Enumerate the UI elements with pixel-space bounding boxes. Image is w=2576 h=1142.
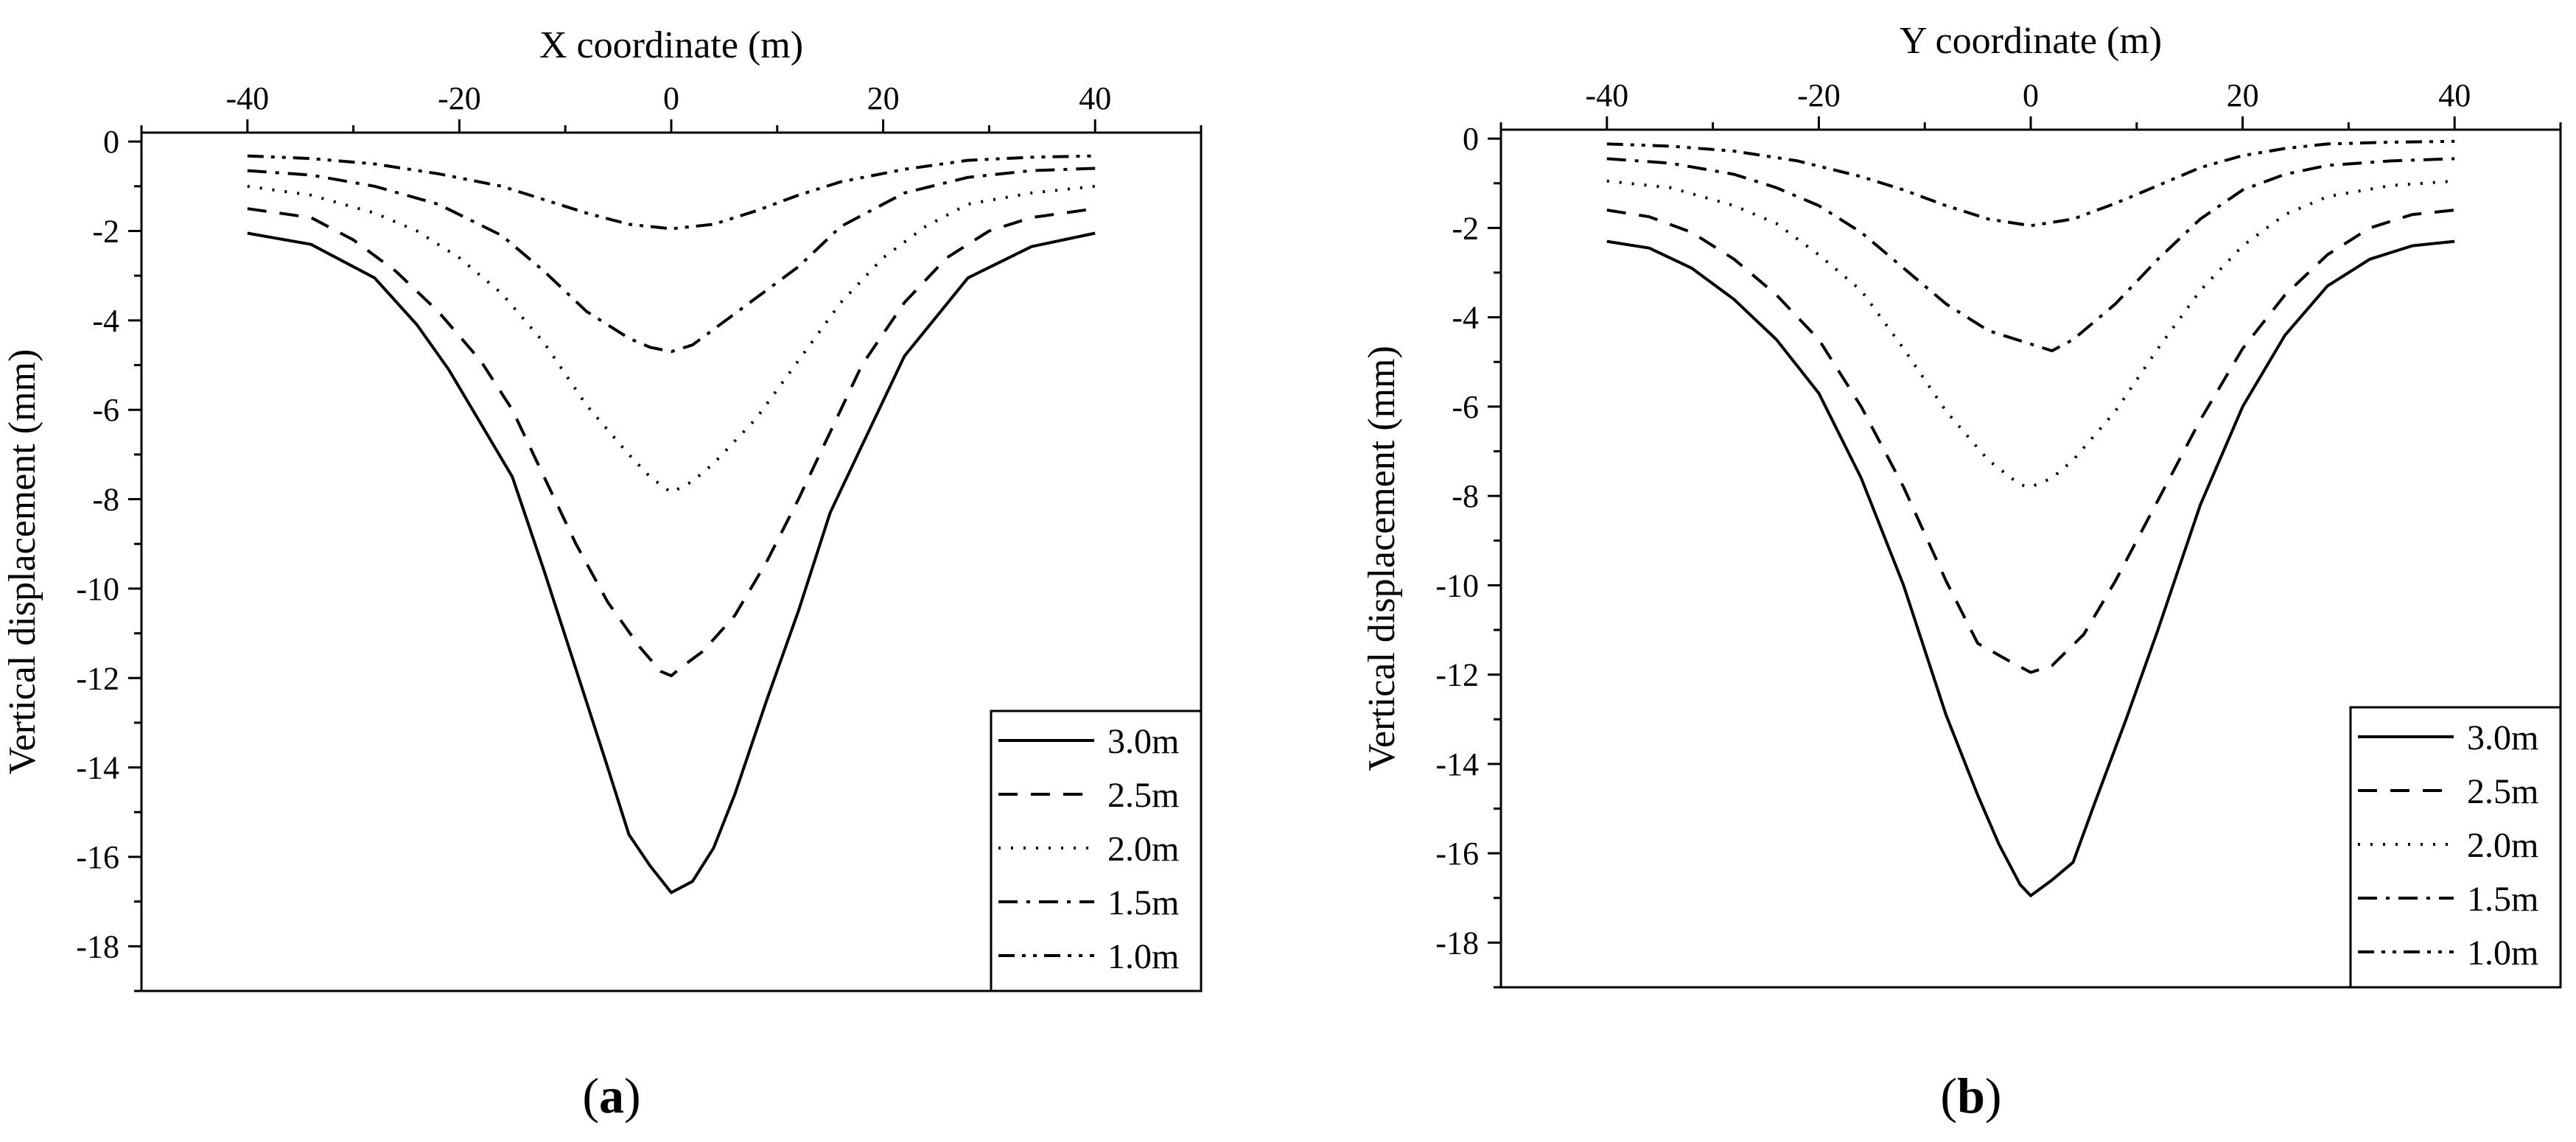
- y-axis-title: Vertical displacement (mm): [1361, 346, 1403, 771]
- y-tick-label: -8: [1452, 478, 1479, 514]
- series-line-2-5m: [247, 207, 1096, 678]
- x-tick-label: 0: [663, 80, 679, 116]
- y-tick-label: -12: [1435, 657, 1479, 693]
- caption-open: (: [1940, 1068, 1957, 1124]
- series-line-2-5m: [1606, 209, 2455, 674]
- y-tick-label: -4: [1452, 300, 1479, 336]
- y-tick-label: -18: [1435, 925, 1479, 961]
- x-tick-label: -40: [225, 80, 269, 116]
- y-tick-label: -10: [1435, 567, 1479, 603]
- legend: 3.0m 2.5m 2.0m 1.5m 1.0m: [990, 710, 1203, 992]
- legend-label: 2.0m: [2467, 826, 2538, 865]
- y-tick-label: 0: [103, 124, 119, 160]
- x-tick-label: -40: [1585, 77, 1628, 113]
- caption-close: ): [624, 1068, 641, 1124]
- x-tick-label: -20: [1797, 77, 1841, 113]
- caption-open: (: [582, 1068, 599, 1124]
- y-tick-label: -2: [1452, 210, 1479, 246]
- x-tick-label: 40: [2438, 77, 2471, 113]
- panel-caption: (a): [582, 1068, 640, 1124]
- y-tick-label: -8: [92, 482, 119, 518]
- panel-caption: (b): [1940, 1068, 2001, 1124]
- caption-letter: a: [599, 1068, 624, 1124]
- legend-label: 1.0m: [2467, 933, 2538, 973]
- x-axis-title: X coordinate (m): [539, 24, 803, 66]
- y-tick-label: -10: [76, 571, 119, 607]
- y-tick-label: -6: [92, 392, 119, 428]
- y-tick-label: 0: [1463, 121, 1479, 157]
- series-line-1-5m: [1606, 157, 2455, 353]
- x-tick-label: 40: [1079, 80, 1111, 116]
- legend-label: 1.0m: [1107, 937, 1179, 976]
- y-tick-label: -14: [76, 750, 119, 786]
- chart-panel-a: -40 -20 0 20 40 0 -2 -4 -6 -8 -10 -12 -14 -16 -18 X coo…: [1, 24, 1203, 1124]
- chart-panel-b: -40 -20 0 20 40 0 -2 -4 -6 -8 -10 -12 -14 -16 -18 Y coo…: [1361, 20, 2562, 1124]
- y-tick-label: -12: [76, 660, 119, 696]
- legend: 3.0m 2.5m 2.0m 1.5m 1.0m: [2349, 706, 2562, 989]
- x-tick-label: 0: [2023, 77, 2039, 113]
- y-tick-label: -18: [76, 928, 119, 964]
- legend-box: [2349, 706, 2562, 989]
- y-axis-title: Vertical displacement (mm): [1, 349, 43, 775]
- legend-label: 2.5m: [1107, 776, 1179, 815]
- series-line-3-0m: [247, 231, 1096, 894]
- legend-label: 2.0m: [1107, 830, 1179, 869]
- y-tick-label: -16: [1435, 836, 1479, 872]
- series-line-1-0m: [247, 154, 1096, 231]
- legend-label: 3.0m: [2467, 718, 2538, 757]
- y-tick-label: -14: [1435, 746, 1479, 782]
- x-axis-title: Y coordinate (m): [1900, 20, 2162, 62]
- legend-label: 1.5m: [1107, 883, 1179, 922]
- caption-close: ): [1985, 1068, 2002, 1124]
- series-line-2-0m: [1606, 179, 2455, 488]
- y-tick-label: -4: [92, 303, 119, 339]
- caption-letter: b: [1957, 1068, 1985, 1124]
- legend-label: 3.0m: [1107, 722, 1179, 761]
- series-line-2-0m: [247, 184, 1096, 494]
- series-line-3-0m: [1606, 239, 2455, 897]
- y-tick-label: -6: [1452, 389, 1479, 425]
- series-line-1-0m: [1606, 139, 2455, 228]
- series-line-1-5m: [247, 167, 1096, 354]
- legend-label: 2.5m: [2467, 772, 2538, 811]
- y-tick-label: -2: [92, 213, 119, 249]
- legend-label: 1.5m: [2467, 880, 2538, 919]
- y-tick-label: -16: [76, 839, 119, 875]
- x-tick-label: 20: [867, 80, 900, 116]
- x-tick-label: -20: [438, 80, 481, 116]
- x-tick-label: 20: [2227, 77, 2259, 113]
- legend-box: [990, 710, 1203, 992]
